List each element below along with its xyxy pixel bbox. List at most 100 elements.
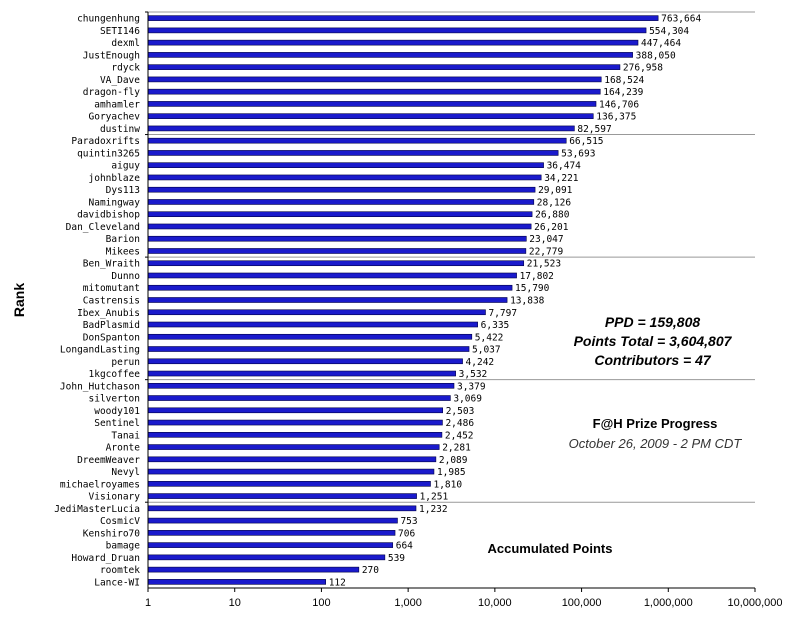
bar [147,211,533,218]
bar [147,27,647,34]
x-tick-label: 1,000 [394,597,422,609]
value-label: 29,091 [538,185,573,196]
bar [147,137,567,144]
bar [147,125,575,132]
bar [147,76,602,83]
category-label: VA_Dave [100,75,140,86]
value-label: 82,597 [577,124,611,135]
value-label: 2,452 [445,430,474,441]
value-label: 34,221 [544,173,579,184]
category-label: Visionary [89,492,141,503]
category-label: John_Hutchason [60,381,140,392]
value-label: 23,047 [529,234,563,245]
bar [147,432,443,438]
value-label: 66,515 [569,136,603,147]
category-label: Nevyl [111,467,140,478]
value-label: 664 [396,541,413,552]
category-label: Mikees [106,246,140,257]
x-tick-label: 10,000,000 [727,597,782,609]
bar [147,346,470,352]
bar [147,199,535,205]
category-label: amhamler [94,99,140,110]
x-tick-label: 100 [312,597,330,609]
value-label: 554,304 [649,26,689,37]
bar [147,382,455,389]
value-label: 164,239 [603,87,643,98]
bar [147,444,440,450]
category-label: Kenshiro70 [83,528,140,539]
x-tick-label: 100,000 [562,597,602,609]
category-label: 1kgcoffee [89,369,141,380]
category-label: dragon-fly [83,87,140,98]
x-tick-labels: 1 10 100 1,000 10,000 100,000 1,000,000 10,000,… [145,597,783,609]
category-label: Aronte [106,443,141,454]
value-label: 7,797 [488,308,517,319]
category-label: dustinw [100,124,140,135]
bar [147,260,525,267]
category-label: aiguy [111,161,140,172]
bar [147,297,508,303]
category-label: quintin3265 [77,148,140,159]
category-label: JediMasterLucia [54,504,140,515]
bar [147,174,542,181]
category-label: Howard_Druan [71,553,140,564]
category-label: Barion [106,234,140,245]
contributors-text: Contributors = 47 [594,352,711,368]
bar [147,358,463,365]
value-label: 2,281 [442,443,471,454]
bar [147,64,621,70]
bar [147,530,396,536]
bar [147,88,601,95]
bar [147,248,527,254]
value-label: 2,503 [446,406,475,417]
value-label: 3,379 [457,381,486,392]
value-label: 5,422 [475,332,504,343]
bar [147,150,559,156]
value-label: 753 [400,516,417,527]
bar [147,284,513,291]
category-label: mitomutant [83,283,140,294]
category-label: silverton [89,394,140,405]
bar [147,15,659,21]
value-label: 15,790 [515,283,550,294]
axes [145,11,756,592]
category-label: roomtek [100,565,140,576]
value-label: 2,486 [445,418,474,429]
value-label: 2,089 [439,455,468,466]
bar [147,309,486,316]
bar [147,101,597,107]
category-label: Ben_Wraith [83,259,140,270]
bar [147,272,517,279]
value-label: 5,037 [472,345,501,356]
category-label: Ibex_Anubis [77,308,140,319]
category-label: Sentinel [94,418,140,429]
bar [147,579,326,585]
value-label: 4,242 [466,357,495,368]
bar [147,235,527,242]
category-label: CosmicV [100,516,140,527]
category-label: rdyck [111,63,140,74]
bars [147,15,659,585]
category-label: LongandLasting [60,345,140,356]
bar [147,542,394,548]
bar [147,223,532,230]
value-label: 36,474 [547,161,582,172]
category-label: Paradoxrifts [71,136,140,147]
bar [147,517,398,524]
category-label: Goryachev [89,112,141,123]
value-label: 26,201 [534,222,569,233]
category-label: Castrensis [83,296,140,307]
category-label: bamage [106,541,141,552]
category-label: dexml [111,38,140,49]
value-label: 112 [329,577,346,588]
x-axis-label: Accumulated Points [487,541,613,556]
value-label: 270 [362,565,379,576]
x-tick-label: 1,000,000 [644,597,693,609]
category-label: Dunno [111,271,140,282]
value-label: 146,706 [599,99,639,110]
bar [147,113,594,119]
x-tick-label: 10,000 [478,597,512,609]
bar [147,186,536,193]
value-label: 3,532 [459,369,488,380]
